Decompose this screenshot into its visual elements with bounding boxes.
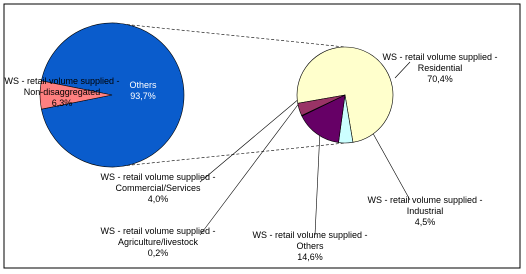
pie-slice	[301, 94, 346, 143]
slice-label: WS - retail volume supplied - Industrial	[367, 195, 483, 216]
slice-value: 4,0%	[147, 194, 169, 204]
connectors	[111, 22, 411, 236]
slice-label: WS - retail volume supplied - Non-disagg…	[4, 76, 120, 97]
slice-label: WS - retail volume supplied - Agricultur…	[100, 226, 216, 247]
slice-value: 93,7%	[130, 91, 156, 101]
pie-slice	[41, 22, 185, 168]
slice-value: 14,6%	[297, 252, 323, 262]
slice-value: 0,2%	[147, 248, 169, 258]
pie-slice	[297, 94, 346, 116]
slice-value: 4,5%	[414, 217, 436, 227]
slice-label: WS - retail volume supplied - Others	[252, 230, 368, 251]
pie-slice	[39, 80, 113, 110]
slice-label: WS - retail volume supplied - Residentia…	[382, 52, 498, 73]
slice-value: 6,3%	[51, 98, 73, 108]
slice-label: Others	[129, 80, 157, 90]
slice-value: 70,4%	[427, 74, 453, 84]
slice-label: WS - retail volume supplied - Commercial…	[100, 172, 216, 193]
